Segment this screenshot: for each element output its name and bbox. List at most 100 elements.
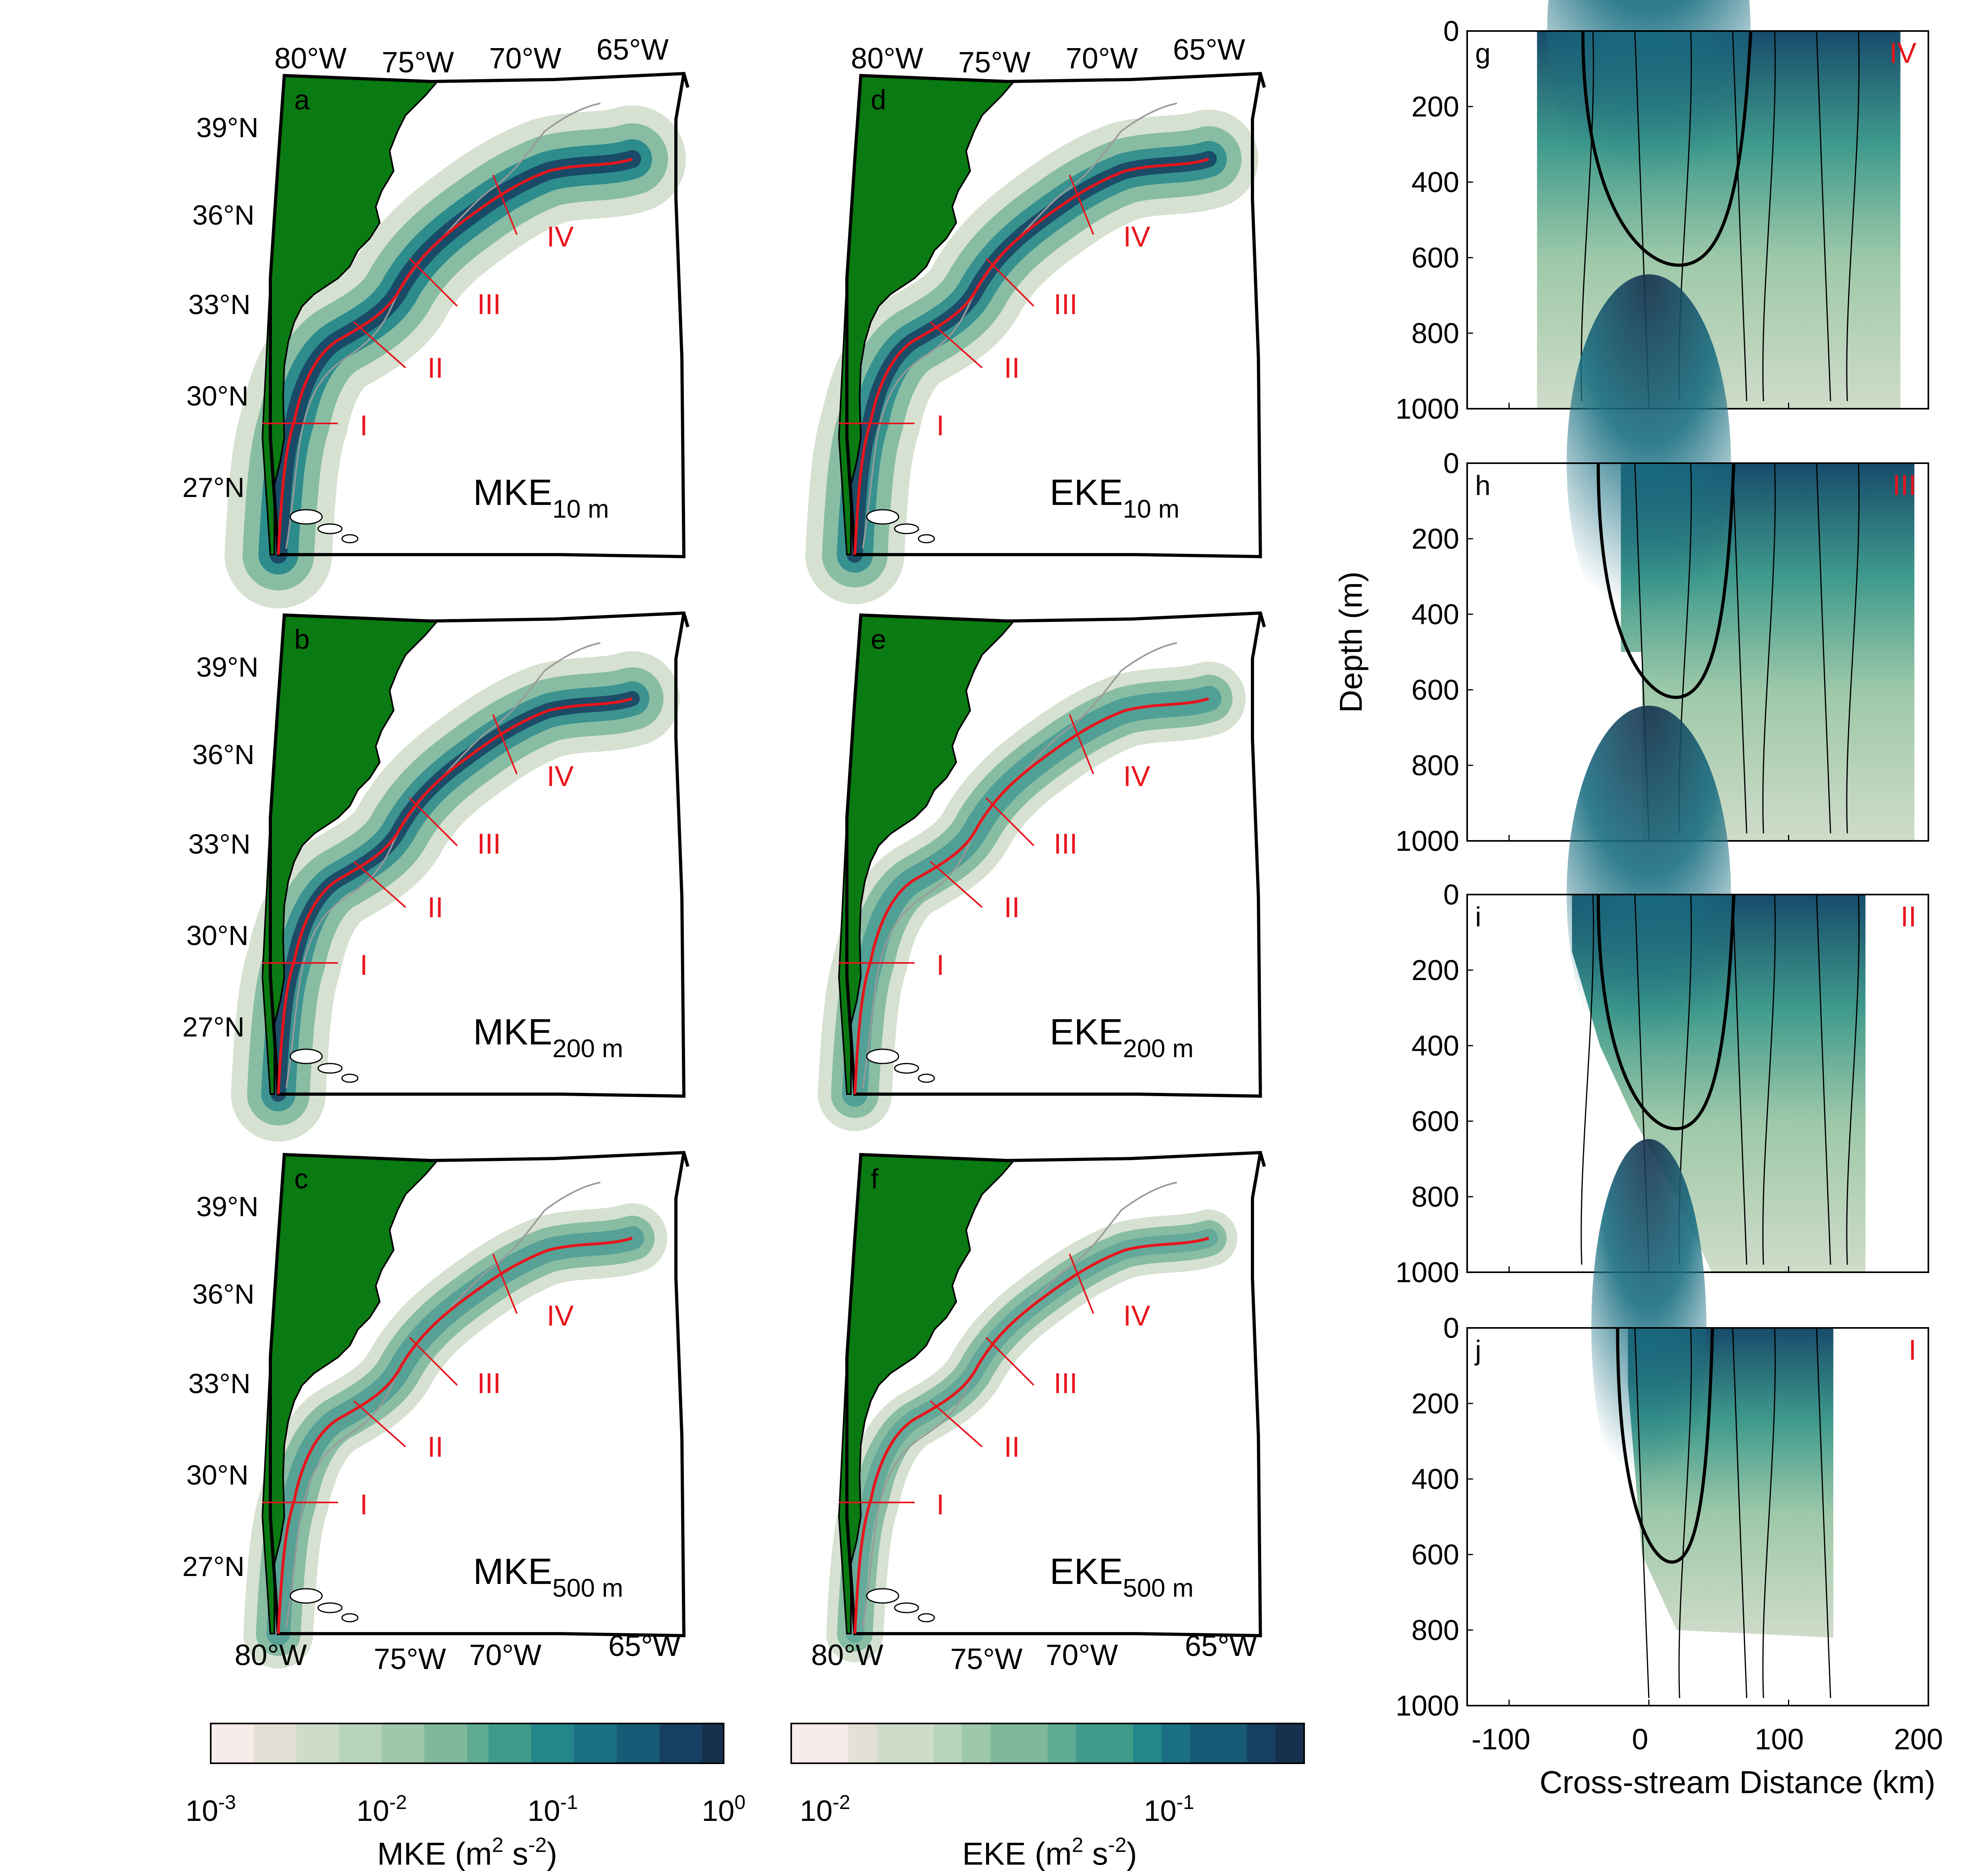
section-line-III <box>985 1337 1035 1386</box>
colorbar-step <box>382 1723 404 1763</box>
island <box>918 1613 935 1623</box>
lon-tick-label: 80°W <box>811 1638 883 1671</box>
colorbar-step <box>510 1723 532 1763</box>
contour-line <box>1678 1328 1692 1698</box>
bottom-lon-ticks-f: 80°W 75°W 70°W 65°W <box>811 1629 1257 1675</box>
top-lon-ticks-d: 80°W 75°W 70°W 65°W <box>851 33 1245 79</box>
island <box>894 523 919 534</box>
land <box>838 74 1016 555</box>
colorbar-step <box>1190 1723 1219 1763</box>
quantity-label: MKE200 m <box>473 1012 623 1063</box>
contour-line <box>1762 463 1776 834</box>
y-tick-label: 0 <box>1443 448 1459 479</box>
panel-letter: i <box>1475 901 1481 932</box>
panel-letter: c <box>294 1163 308 1194</box>
y-tick-label: 600 <box>1411 1106 1459 1137</box>
colorbar-step <box>574 1723 596 1763</box>
lat-ticks-c: 39°N 36°N 33°N 30°N 27°N <box>182 1191 258 1582</box>
section-label: III <box>1054 828 1077 860</box>
land <box>261 614 439 1095</box>
contour-line <box>1580 894 1594 1265</box>
lat-tick-label: 33°N <box>188 289 250 320</box>
land <box>838 1153 1016 1634</box>
contour-line <box>1762 31 1776 402</box>
colorbar-step <box>702 1723 724 1763</box>
stream-axis <box>853 157 1209 555</box>
section-label: IV <box>547 221 574 253</box>
colorbar-step <box>819 1723 849 1763</box>
lon-tick-label: 75°W <box>950 1642 1023 1675</box>
section-label: I <box>360 949 368 981</box>
lat-tick-label: 33°N <box>188 1368 250 1399</box>
colorbar-step <box>467 1723 489 1763</box>
depth-axis-label: Depth (m) <box>1333 571 1369 713</box>
lon-tick-label: 75°W <box>382 46 454 79</box>
contour-line <box>1762 1328 1776 1698</box>
section-line-II <box>930 861 983 908</box>
island <box>894 1602 919 1613</box>
section-label: III <box>1893 470 1916 501</box>
island <box>866 1048 899 1064</box>
top-lon-ticks-a: 80°W 75°W 70°W 65°W <box>274 33 669 79</box>
section-label: III <box>477 828 501 860</box>
lat-tick-label: 27°N <box>182 1011 245 1042</box>
colorbar-step <box>1133 1723 1162 1763</box>
lon-tick-label: 70°W <box>489 42 561 75</box>
contour-line <box>1816 1328 1831 1698</box>
quantity-label: EKE200 m <box>1050 1012 1194 1063</box>
panel-letter: d <box>871 84 886 115</box>
colorbar-step <box>296 1723 318 1763</box>
y-tick-label: 400 <box>1411 1463 1459 1495</box>
section-line-II <box>353 1400 406 1448</box>
contour-line <box>1846 894 1860 1265</box>
y-tick-label: 1000 <box>1396 825 1459 857</box>
y-tick-label: 200 <box>1411 523 1459 555</box>
island <box>341 1613 359 1623</box>
y-tick-label: 800 <box>1411 1615 1459 1646</box>
section-label: I <box>936 949 944 981</box>
lat-tick-label: 39°N <box>196 652 258 683</box>
lat-tick-label: 30°N <box>186 920 248 951</box>
panel-letter: a <box>294 84 310 115</box>
lon-tick-label: 80°W <box>274 42 347 75</box>
island <box>317 1063 343 1074</box>
section-panel-j: 0 200 400 600 800 1000 j I <box>1396 1139 1929 1722</box>
island <box>866 1588 899 1604</box>
colorbar-step <box>681 1723 703 1763</box>
lat-tick-label: 30°N <box>186 380 248 411</box>
map-frame <box>269 611 689 1098</box>
land <box>838 614 1016 1095</box>
island <box>341 1073 359 1083</box>
contour-line <box>1816 463 1831 834</box>
section-line-IV <box>492 1254 518 1314</box>
y-tick-label: 200 <box>1411 955 1459 986</box>
colorbar-step <box>1219 1723 1248 1763</box>
section-label: I <box>360 410 368 442</box>
eke-colorbar-tick: 10-2 <box>800 1791 850 1827</box>
island <box>341 534 359 543</box>
y-tick-label: 1000 <box>1396 393 1459 425</box>
mke-colorbar: 10-3 10-2 10-1 100 MKE (m2 s-2) <box>186 1723 746 1871</box>
lon-tick-label: 80°W <box>851 42 923 75</box>
eke-colorbar: 10-2 10-1 EKE (m2 s-2) <box>790 1723 1305 1871</box>
lat-tick-label: 39°N <box>196 1191 258 1222</box>
island <box>317 1602 343 1613</box>
colorbar-step <box>531 1723 553 1763</box>
lon-tick-label: 70°W <box>469 1638 542 1671</box>
y-tick-label: 600 <box>1411 242 1459 274</box>
contour-line <box>1580 31 1594 402</box>
colorbar-step <box>877 1723 906 1763</box>
colorbar-step <box>488 1723 511 1763</box>
contour-line <box>1846 463 1860 834</box>
colorbar-step <box>962 1723 991 1763</box>
y-tick-label: 800 <box>1411 750 1459 782</box>
section-line-IV <box>1069 1254 1094 1314</box>
section-label: II <box>427 892 443 924</box>
stream-axis <box>277 697 633 1095</box>
y-tick-label: 400 <box>1411 1030 1459 1062</box>
contour-line <box>1732 31 1747 402</box>
contour-core <box>1596 894 1736 1131</box>
section-label: III <box>1054 289 1077 320</box>
